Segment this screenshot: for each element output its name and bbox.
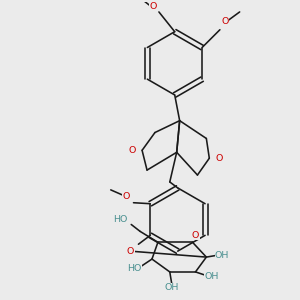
Text: O: O [221, 17, 229, 26]
Text: O: O [128, 146, 136, 155]
Text: HO: HO [113, 215, 127, 224]
Text: O: O [123, 192, 130, 201]
Text: O: O [192, 231, 199, 240]
Text: OH: OH [204, 272, 218, 281]
Text: O: O [127, 247, 134, 256]
Text: OH: OH [165, 283, 179, 292]
Text: OH: OH [215, 250, 230, 260]
Text: O: O [149, 2, 157, 11]
Text: HO: HO [127, 265, 141, 274]
Text: O: O [215, 154, 223, 163]
